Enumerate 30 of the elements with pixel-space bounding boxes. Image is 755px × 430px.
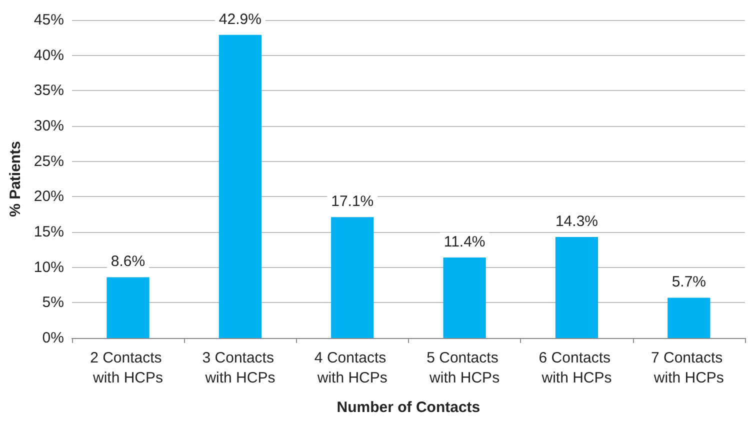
y-tick-label: 5% — [42, 294, 64, 312]
y-tick-label: 40% — [34, 46, 64, 64]
data-label: 17.1% — [331, 193, 374, 210]
data-label: 8.6% — [110, 253, 146, 270]
x-tick-label: 4 Contacts with HCPs — [314, 350, 390, 386]
y-tick-label: 35% — [34, 82, 64, 100]
x-tick-label: 3 Contacts with HCPs — [202, 350, 278, 386]
x-axis-title: Number of Contacts — [336, 399, 480, 416]
y-tick-label: 30% — [34, 118, 64, 134]
data-label: 42.9% — [218, 10, 262, 28]
bar — [668, 298, 710, 338]
y-tick-label: 10% — [34, 258, 64, 276]
y-tick-label: 0% — [42, 330, 64, 346]
x-tick-label: 6 Contacts with HCPs — [538, 350, 615, 386]
data-label: 11.4% — [444, 233, 486, 250]
y-tick-label: 15% — [34, 224, 64, 240]
x-tick-label: 7 Contacts with HCPs — [650, 350, 727, 386]
bar — [218, 34, 262, 338]
y-tick-label: 25% — [34, 152, 64, 170]
y-tick-label: 45% — [34, 12, 64, 28]
y-axis-title: % Patients — [7, 141, 24, 217]
bar — [106, 277, 150, 338]
bar — [555, 236, 598, 338]
x-tick-label: 5 Contacts with HCPs — [426, 350, 502, 386]
bar — [331, 217, 374, 338]
data-label: 5.7% — [672, 274, 706, 291]
data-label: 14.3% — [555, 212, 598, 230]
bar — [443, 257, 486, 338]
y-tick-label: 20% — [34, 188, 64, 206]
x-tick-label: 2 Contacts with HCPs — [90, 350, 166, 386]
